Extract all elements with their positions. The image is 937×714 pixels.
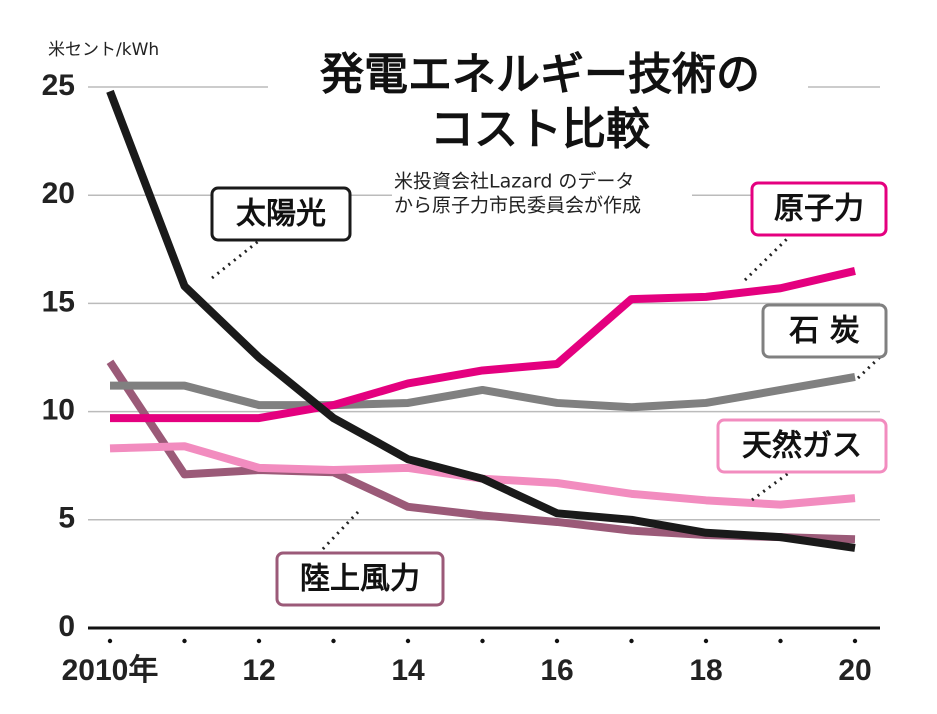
x-tick-label: 20: [838, 654, 871, 687]
x-tick-dot: [554, 638, 560, 644]
legend-label: 原子力: [774, 192, 864, 227]
x-tick-label: 16: [540, 654, 573, 687]
legend-box: [750, 181, 888, 237]
x-tick-dot: [405, 638, 411, 644]
legend-box: [761, 303, 888, 359]
legend-box: [210, 186, 352, 242]
x-tick-label: 12: [242, 654, 275, 687]
subtitle: 米投資会社Lazard のデータ: [394, 171, 634, 193]
leader-line: [211, 238, 261, 280]
leader-line: [318, 510, 360, 554]
legend-label: 石 炭: [788, 314, 859, 349]
title-background: [268, 45, 808, 160]
legend-box: [275, 551, 445, 607]
chart-title: コスト比較: [430, 104, 651, 155]
x-tick-dot: [256, 638, 262, 644]
x-tick-dot: [778, 638, 783, 644]
x-tick-dot: [107, 638, 113, 644]
series-line: [106, 89, 856, 552]
x-tick-label: 14: [391, 654, 425, 687]
series-line: [110, 373, 856, 412]
y-tick-label: 10: [42, 394, 75, 427]
x-tick-dot: [480, 638, 485, 644]
legend-label: 陸上風力: [300, 562, 420, 597]
y-tick-label: 20: [42, 177, 75, 210]
leader-line: [743, 234, 792, 282]
x-tick-dot: [852, 638, 858, 644]
chart-title: 発電エネルギー技術の: [319, 49, 760, 100]
y-tick-label: 15: [42, 285, 75, 318]
x-tick-dot: [331, 638, 336, 644]
x-tick-dot: [703, 638, 709, 644]
y-tick-label: 25: [42, 69, 75, 102]
x-tick-dot: [629, 638, 634, 644]
legend-box: [716, 418, 888, 474]
leader-line: [751, 470, 791, 502]
y-axis-label: 米セント/kWh: [48, 40, 159, 60]
y-tick-label: 0: [58, 610, 75, 643]
subtitle: から原子力市民委員会が作成: [394, 195, 641, 217]
legend-label: 天然ガス: [742, 429, 862, 464]
x-tick-label: 2010年: [62, 654, 159, 687]
series-line: [110, 267, 856, 423]
y-tick-label: 5: [58, 502, 75, 535]
legend-label: 太陽光: [236, 197, 326, 232]
x-tick-label: 18: [689, 654, 722, 687]
x-tick-dot: [182, 638, 187, 644]
leader-line: [856, 355, 882, 380]
subtitle-background: [392, 168, 692, 220]
